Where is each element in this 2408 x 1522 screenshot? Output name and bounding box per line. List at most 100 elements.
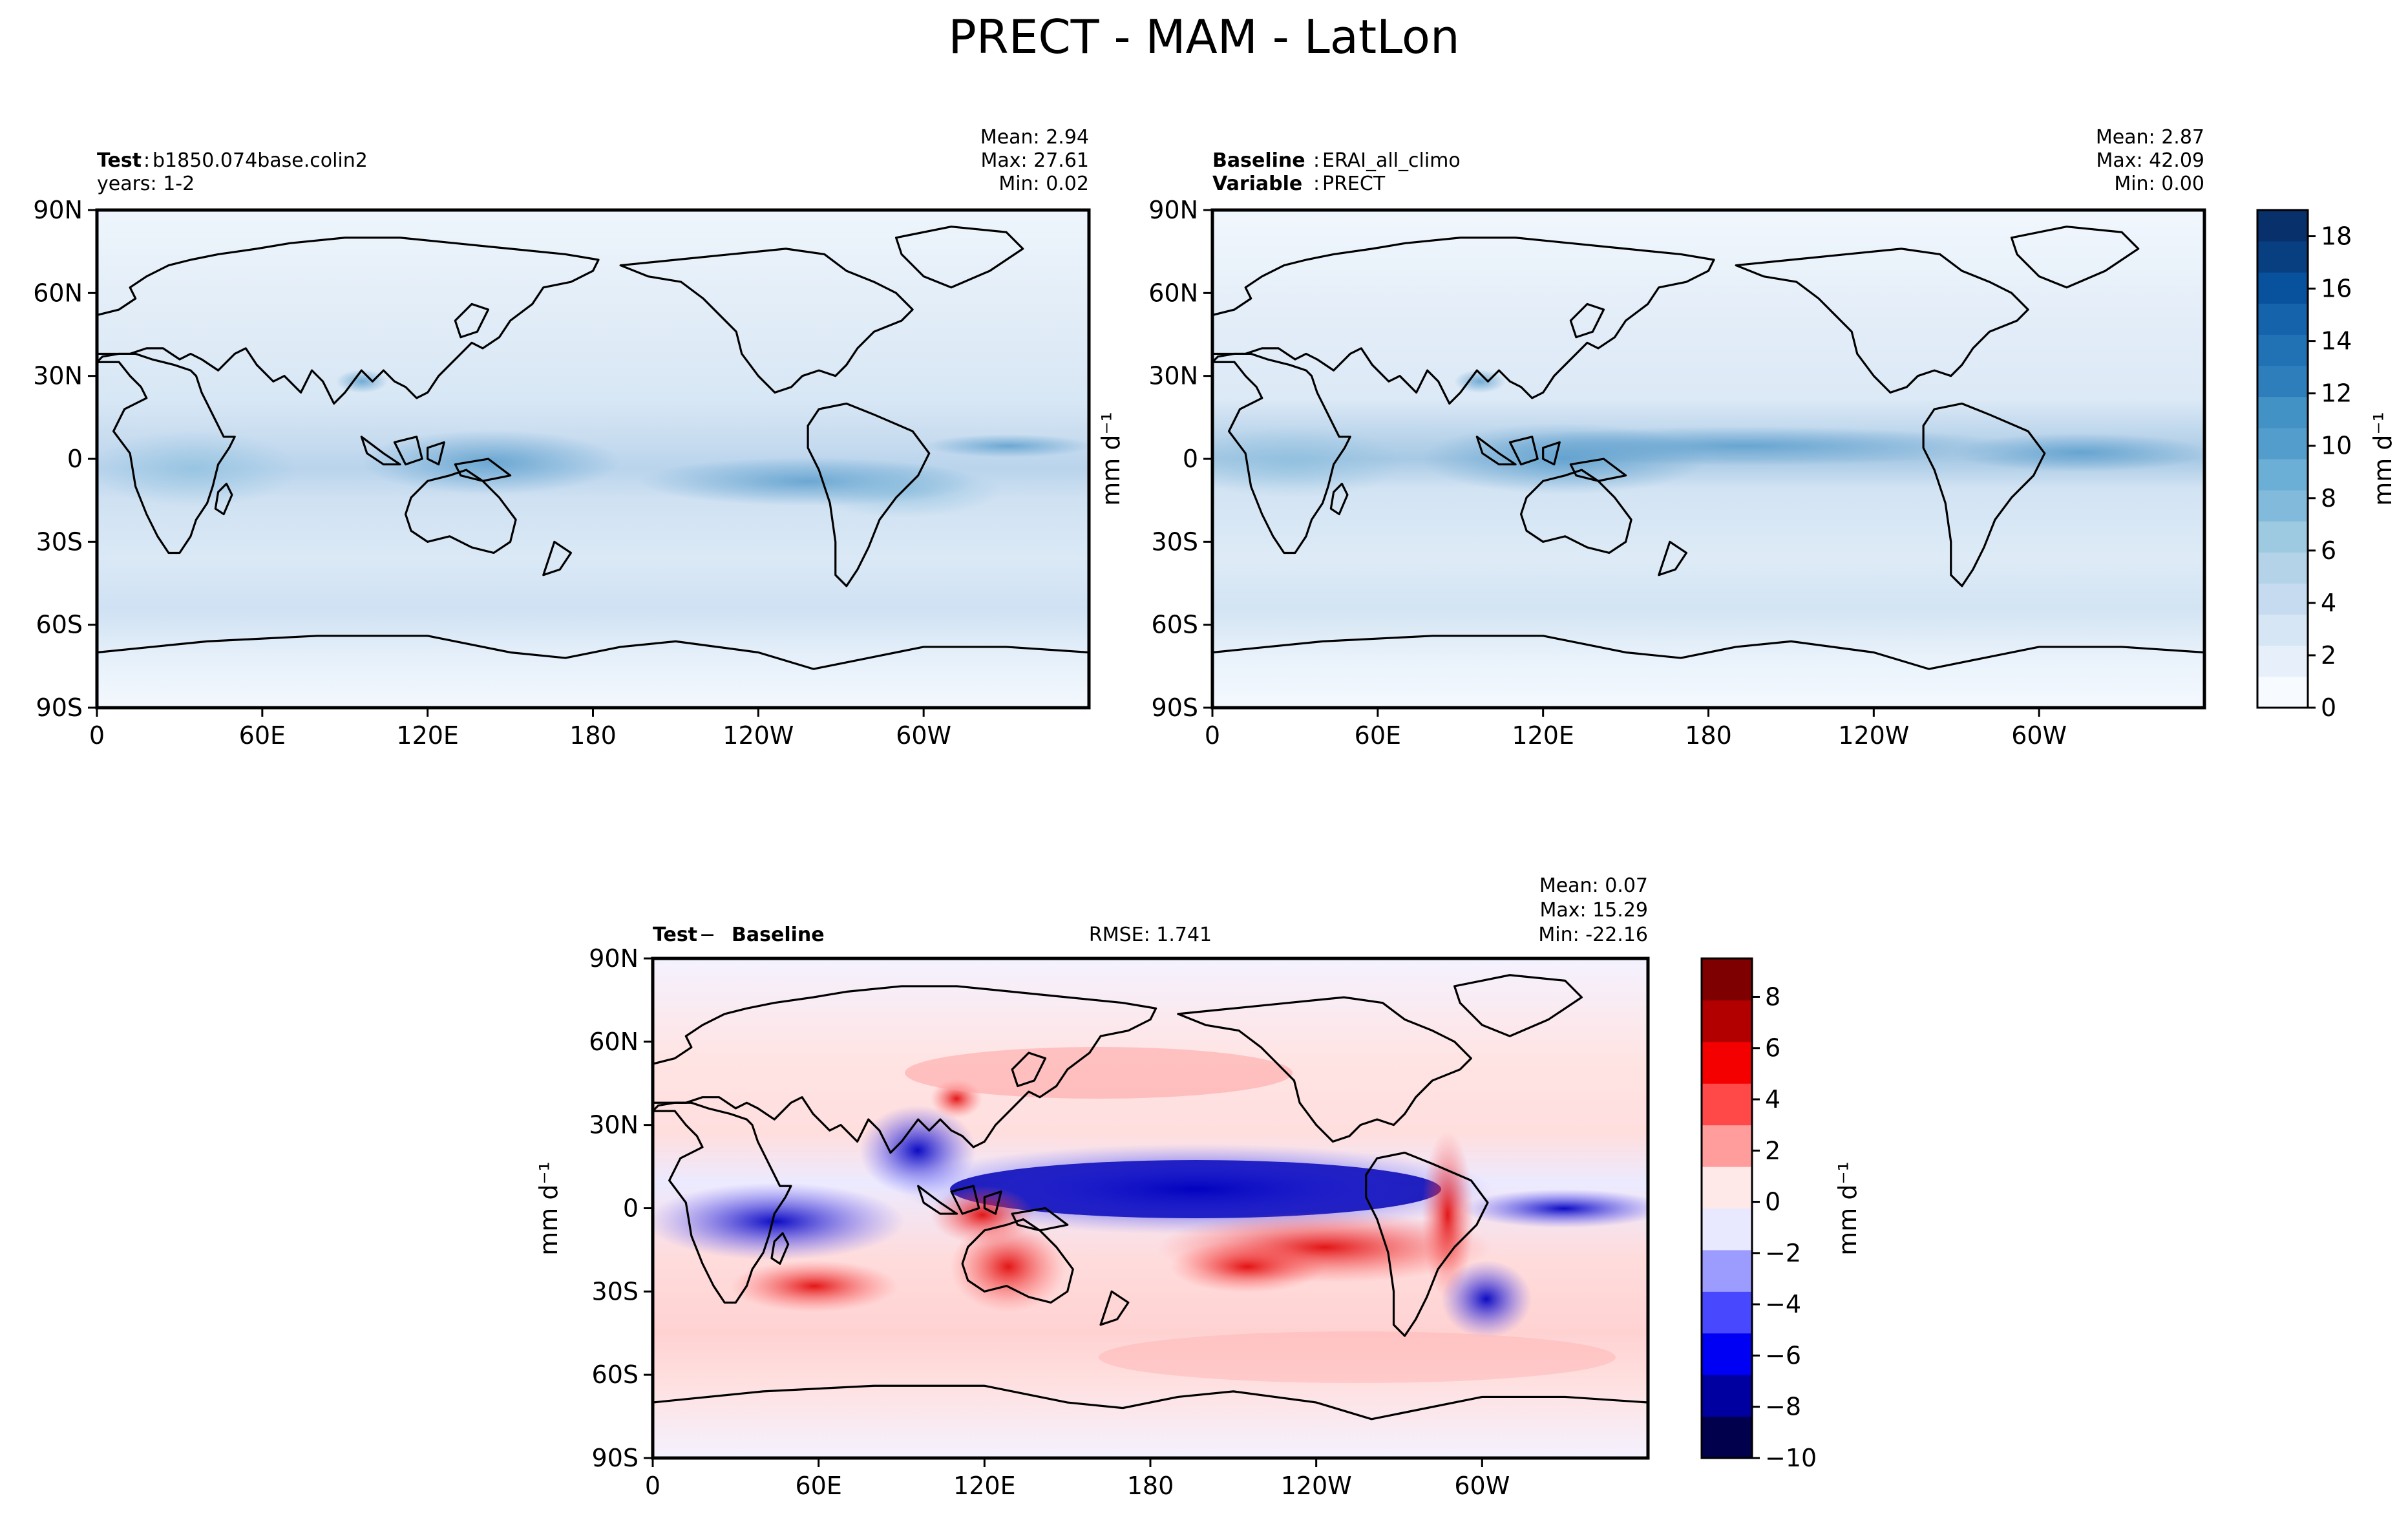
diff-map-field <box>653 958 1648 1458</box>
baseline-lon-tick-label: 60W <box>2011 721 2067 750</box>
diff-label-baseline: Baseline <box>732 924 825 946</box>
colorbar-diverging-tick-label: −4 <box>1765 1290 1801 1318</box>
baseline-lat-tick-label: 90N <box>1148 196 1198 224</box>
colorbar-sequential-level <box>2257 365 2308 397</box>
diff-lon-tick-label: 0 <box>645 1472 660 1500</box>
colorbar-diverging-tick-label: −8 <box>1765 1393 1801 1421</box>
test-lat-tick-label: 30N <box>33 362 83 390</box>
colorbar-diverging-tick-label: 8 <box>1765 982 1780 1011</box>
colorbar-diverging-tick-label: −10 <box>1765 1444 1817 1472</box>
colorbar-diverging-level <box>1702 1333 1752 1375</box>
diff-lon-tick-label: 180 <box>1127 1472 1174 1500</box>
baseline-stat-max: Max: 42.09 <box>2096 149 2204 172</box>
diff-lat-tick-label: 30N <box>589 1111 639 1139</box>
colorbar-sequential-frame <box>2256 209 2309 709</box>
diff-lat-tick-label: 0 <box>623 1194 639 1223</box>
test-label-key: Test <box>97 149 142 172</box>
colorbar-diverging-level <box>1702 1125 1752 1167</box>
colorbar-sequential-level <box>2257 334 2308 366</box>
colorbar-diverging-level <box>1702 1249 1752 1292</box>
baseline-lat-tick-label: 60N <box>1148 279 1198 307</box>
diff-rmse: RMSE: 1.741 <box>1089 924 1212 946</box>
colorbar-sequential-level <box>2257 676 2308 708</box>
baseline-lat-tick-label: 30S <box>1152 527 1198 556</box>
colorbar-diverging-level <box>1702 1416 1752 1459</box>
colorbar-diverging-tick-label: 2 <box>1765 1136 1780 1165</box>
colorbar-sequential-tick-label: 2 <box>2321 641 2336 670</box>
colorbar-diverging-tick-label: −2 <box>1765 1239 1801 1267</box>
diff-lon-tick-label: 120E <box>953 1472 1016 1500</box>
baseline-lon-tick-label: 120W <box>1838 721 1909 750</box>
diff-lon-tick-label: 120W <box>1281 1472 1352 1500</box>
colorbar-diverging-frame <box>1700 957 1753 1459</box>
baseline-stat-mean: Mean: 2.87 <box>2096 126 2204 149</box>
colorbar-diverging-tick-label: 0 <box>1765 1188 1780 1216</box>
panel-diff: Test − Baseline RMSE: 1.741 Mean: 0.07 M… <box>534 874 1650 1500</box>
baseline-lon-tick-label: 120E <box>1512 721 1574 750</box>
colorbar-sequential-level <box>2257 583 2308 615</box>
diff-lon-tick-label: 60W <box>1454 1472 1510 1500</box>
baseline-lat-tick-label: 0 <box>1183 445 1198 473</box>
figure-title: PRECT - MAM - LatLon <box>948 10 1459 64</box>
colorbar-sequential-level <box>2257 552 2308 584</box>
baseline-label-key: Baseline <box>1212 149 1305 172</box>
colorbar-sequential-level <box>2257 396 2308 428</box>
test-lon-tick-label: 120E <box>396 721 459 750</box>
baseline-lon-tick-label: 180 <box>1685 721 1732 750</box>
colorbar-sequential-level <box>2257 459 2308 491</box>
test-years: years: 1-2 <box>97 173 195 195</box>
colorbar-sequential-level <box>2257 427 2308 460</box>
colorbar-sequential-level <box>2257 614 2308 646</box>
test-lat-tick-label: 90N <box>33 196 83 224</box>
colorbar-sequential: 0 2 4 6 8 10 12 14 16 18 mm d⁻¹ <box>2256 209 2397 722</box>
test-lat-tick-label: 60N <box>33 279 83 307</box>
colorbar-sequential-unit: mm d⁻¹ <box>2369 412 2397 506</box>
colorbar-sequential-tick-label: 16 <box>2321 275 2352 303</box>
colorbar-diverging-level <box>1702 1000 1752 1042</box>
baseline-label-sep: : <box>1313 149 1320 172</box>
colorbar-diverging-level <box>1702 1167 1752 1209</box>
colorbar-diverging-level <box>1702 1208 1752 1251</box>
test-lat-tick-label: 60S <box>36 611 83 639</box>
colorbar-diverging-tick-label: 6 <box>1765 1034 1780 1062</box>
test-lat-tick-label: 0 <box>67 445 83 473</box>
colorbar-sequential-tick-label: 8 <box>2321 484 2336 513</box>
colorbar-sequential-level <box>2257 645 2308 677</box>
colorbar-diverging-ticks: −10 −8 −6 −4 −2 0 2 4 6 8 <box>1752 982 1817 1472</box>
test-stat-mean: Mean: 2.94 <box>980 126 1089 149</box>
diff-stat-max: Max: 15.29 <box>1539 899 1648 922</box>
baseline-lon-tick-label: 60E <box>1355 721 1401 750</box>
colorbar-sequential-ticks: 0 2 4 6 8 10 12 14 16 18 <box>2308 222 2352 722</box>
baseline-lat-tick-label: 90S <box>1152 693 1198 722</box>
colorbar-sequential-tick-label: 10 <box>2321 432 2352 460</box>
colorbar-diverging-level <box>1702 1041 1752 1084</box>
colorbar-sequential-tick-label: 14 <box>2321 327 2352 355</box>
baseline-lat-tick-label: 30N <box>1148 362 1198 390</box>
baseline-lat-tick-label: 60S <box>1152 611 1198 639</box>
colorbar-diverging-level <box>1702 958 1752 1000</box>
baseline-map-field <box>1212 210 2204 708</box>
diff-ylabel: mm d⁻¹ <box>534 1161 563 1256</box>
test-lon-tick-label: 180 <box>569 721 617 750</box>
test-lat-tick-label: 30S <box>36 527 83 556</box>
test-stat-min: Min: 0.02 <box>998 173 1089 195</box>
test-lat-tick-label: 90S <box>36 693 83 722</box>
colorbar-diverging-tick-label: −6 <box>1765 1341 1801 1369</box>
panel-baseline: Baseline : ERAI_all_climo Variable : PRE… <box>1097 126 2206 750</box>
colorbar-diverging-level <box>1702 1083 1752 1126</box>
baseline-lon-tick-label: 0 <box>1205 721 1220 750</box>
test-map-field <box>97 210 1089 708</box>
test-label-sep: : <box>143 149 150 172</box>
colorbar-sequential-level <box>2257 490 2308 522</box>
diff-lat-tick-label: 30S <box>592 1277 639 1305</box>
colorbar-sequential-level <box>2257 272 2308 304</box>
baseline-variable-value: PRECT <box>1322 173 1386 195</box>
diff-label-sep: − <box>699 924 715 946</box>
test-lon-tick-label: 120W <box>723 721 794 750</box>
diff-lat-tick-label: 90N <box>589 944 639 973</box>
colorbar-sequential-tick-label: 4 <box>2321 589 2336 617</box>
colorbar-diverging-levels <box>1702 958 1752 1459</box>
